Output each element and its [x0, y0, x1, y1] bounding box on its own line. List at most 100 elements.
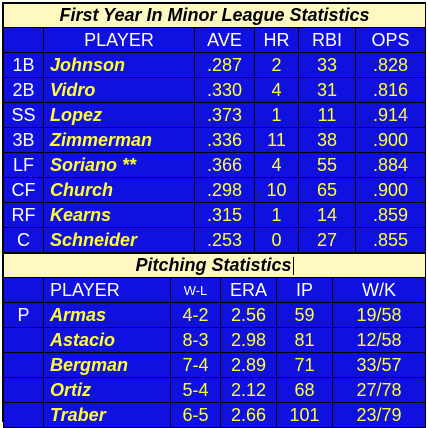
ave-cell: .373	[194, 102, 255, 128]
player-name: Kearns	[43, 202, 195, 228]
position-cell	[3, 327, 44, 353]
header-wl: W-L	[170, 277, 221, 303]
table-row: C Schneider .253 0 27 .855	[3, 227, 427, 253]
pitching-header-row: PLAYER W-L ERA IP W/K	[3, 277, 427, 303]
wl-cell: 8-3	[170, 327, 221, 353]
position-cell: RF	[3, 202, 44, 228]
header-ops: OPS	[354, 27, 427, 53]
ops-cell: .855	[354, 227, 427, 253]
hr-cell: 2	[254, 52, 299, 78]
pitching-title[interactable]: Pitching Statistics	[2, 253, 427, 278]
header-pos	[3, 27, 44, 53]
table-row: CF Church .298 10 65 .900	[3, 177, 427, 203]
position-cell: CF	[3, 177, 44, 203]
wl-cell: 7-4	[170, 352, 221, 378]
player-name: Vidro	[43, 77, 195, 103]
player-name: Bergman	[43, 352, 171, 378]
position-cell	[3, 377, 44, 403]
era-cell: 2.12	[220, 377, 277, 403]
ave-cell: .253	[194, 227, 255, 253]
era-cell: 2.89	[220, 352, 277, 378]
wk-cell: 19/58	[331, 302, 427, 328]
table-row: 2B Vidro .330 4 31 .816	[3, 77, 427, 103]
table-row: SS Lopez .373 1 11 .914	[3, 102, 427, 128]
hr-cell: 11	[254, 127, 299, 153]
player-name: Church	[43, 177, 195, 203]
ops-cell: .900	[354, 127, 427, 153]
text-cursor	[292, 257, 294, 276]
table-row: 3B Zimmerman .336 11 38 .900	[3, 127, 427, 153]
ip-cell: 68	[276, 377, 333, 403]
wk-cell: 27/78	[331, 377, 427, 403]
ops-cell: .816	[354, 77, 427, 103]
table-row: LF Soriano ** .366 4 55 .884	[3, 152, 427, 178]
position-cell: SS	[3, 102, 44, 128]
rbi-cell: 33	[298, 52, 356, 78]
player-name: Soriano **	[43, 152, 195, 178]
player-name: Zimmerman	[43, 127, 195, 153]
rbi-cell: 31	[298, 77, 356, 103]
ip-cell: 71	[276, 352, 333, 378]
ip-cell: 81	[276, 327, 333, 353]
position-cell: P	[3, 302, 44, 328]
header-era: ERA	[220, 277, 277, 303]
ops-cell: .828	[354, 52, 427, 78]
wk-cell: 33/57	[331, 352, 427, 378]
player-name: Astacio	[43, 327, 171, 353]
table-row: P Armas 4-2 2.56 59 19/58	[3, 302, 427, 328]
table-row: Ortiz 5-4 2.12 68 27/78	[3, 377, 427, 403]
wk-cell: 12/58	[331, 327, 427, 353]
ave-cell: .336	[194, 127, 255, 153]
header-rbi: RBI	[298, 27, 356, 53]
wl-cell: 4-2	[170, 302, 221, 328]
hr-cell: 4	[254, 77, 299, 103]
batting-title: First Year In Minor League Statistics	[2, 3, 427, 28]
header-player: PLAYER	[43, 27, 195, 53]
header-pos	[3, 277, 44, 303]
table-row: RF Kearns .315 1 14 .859	[3, 202, 427, 228]
position-cell: 2B	[3, 77, 44, 103]
ops-cell: .914	[354, 102, 427, 128]
header-player: PLAYER	[43, 277, 171, 303]
table-row: Bergman 7-4 2.89 71 33/57	[3, 352, 427, 378]
rbi-cell: 38	[298, 127, 356, 153]
pitching-title-text: Pitching Statistics	[135, 255, 292, 275]
hr-cell: 1	[254, 102, 299, 128]
ave-cell: .315	[194, 202, 255, 228]
header-hr: HR	[254, 27, 299, 53]
position-cell: 3B	[3, 127, 44, 153]
pitching-table: Pitching Statistics PLAYER W-L ERA IP W/…	[2, 253, 427, 428]
header-ip: IP	[276, 277, 333, 303]
ip-cell: 59	[276, 302, 333, 328]
player-name: Ortiz	[43, 377, 171, 403]
ave-cell: .298	[194, 177, 255, 203]
batting-table: First Year In Minor League Statistics PL…	[2, 3, 427, 253]
position-cell	[3, 352, 44, 378]
batting-header-row: PLAYER AVE HR RBI OPS	[3, 27, 427, 53]
rbi-cell: 14	[298, 202, 356, 228]
hr-cell: 4	[254, 152, 299, 178]
wl-cell: 5-4	[170, 377, 221, 403]
rbi-cell: 11	[298, 102, 356, 128]
ave-cell: .366	[194, 152, 255, 178]
header-wk: W/K	[331, 277, 427, 303]
position-cell: LF	[3, 152, 44, 178]
hr-cell: 1	[254, 202, 299, 228]
table-row: Astacio 8-3 2.98 81 12/58	[3, 327, 427, 353]
ave-cell: .287	[194, 52, 255, 78]
ops-cell: .859	[354, 202, 427, 228]
hr-cell: 0	[254, 227, 299, 253]
rbi-cell: 65	[298, 177, 356, 203]
player-name: Armas	[43, 302, 171, 328]
ops-cell: .884	[354, 152, 427, 178]
ave-cell: .330	[194, 77, 255, 103]
player-name: Lopez	[43, 102, 195, 128]
player-name: Johnson	[43, 52, 195, 78]
ops-cell: .900	[354, 177, 427, 203]
table-row: 1B Johnson .287 2 33 .828	[3, 52, 427, 78]
era-cell: 2.98	[220, 327, 277, 353]
position-cell: C	[3, 227, 44, 253]
header-ave: AVE	[194, 27, 255, 53]
rbi-cell: 55	[298, 152, 356, 178]
